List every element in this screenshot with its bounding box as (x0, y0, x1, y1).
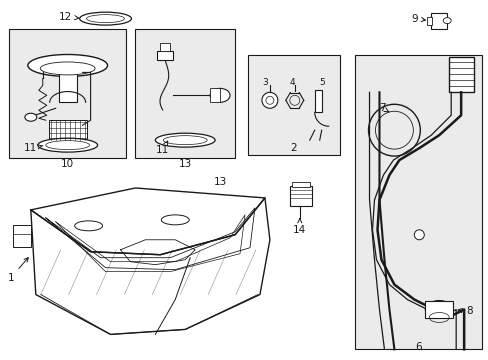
Ellipse shape (155, 133, 215, 147)
Ellipse shape (38, 138, 98, 152)
Ellipse shape (40, 62, 95, 75)
Bar (59, 72, 77, 102)
Bar (425, 301, 452, 319)
Text: 9: 9 (410, 14, 425, 24)
Text: 12: 12 (59, 12, 79, 22)
Bar (9, 28, 126, 158)
Polygon shape (31, 188, 264, 255)
Text: 11: 11 (155, 141, 168, 155)
Circle shape (262, 92, 277, 108)
Ellipse shape (210, 88, 229, 102)
Bar (157, 50, 173, 60)
Bar (291, 182, 309, 187)
Bar (49, 120, 86, 140)
Circle shape (413, 230, 424, 240)
Text: 5: 5 (318, 78, 324, 87)
Bar (210, 88, 220, 102)
Ellipse shape (28, 54, 107, 76)
Bar (289, 186, 311, 206)
Bar (13, 225, 31, 247)
Text: 7: 7 (378, 103, 388, 113)
Text: 10: 10 (61, 159, 74, 169)
Text: 2: 2 (290, 143, 297, 153)
Bar (135, 28, 235, 158)
Text: 14: 14 (293, 219, 306, 235)
Bar (247, 55, 339, 155)
Text: 6: 6 (414, 342, 421, 352)
Ellipse shape (25, 113, 37, 121)
Text: 1: 1 (8, 258, 28, 283)
Bar (314, 90, 321, 112)
Bar (160, 42, 170, 50)
Text: 11: 11 (24, 143, 43, 153)
Ellipse shape (442, 18, 450, 24)
Text: 13: 13 (213, 177, 226, 187)
Ellipse shape (425, 301, 452, 319)
Text: 4: 4 (289, 78, 295, 87)
Text: 3: 3 (262, 78, 267, 87)
Ellipse shape (75, 221, 102, 231)
Bar (427, 17, 431, 24)
Bar (354, 55, 481, 349)
Text: 13: 13 (178, 159, 191, 169)
Ellipse shape (161, 215, 189, 225)
Text: 8: 8 (457, 306, 471, 316)
Bar (448, 58, 473, 92)
Bar (430, 13, 447, 28)
Ellipse shape (80, 12, 131, 25)
Polygon shape (31, 198, 269, 334)
